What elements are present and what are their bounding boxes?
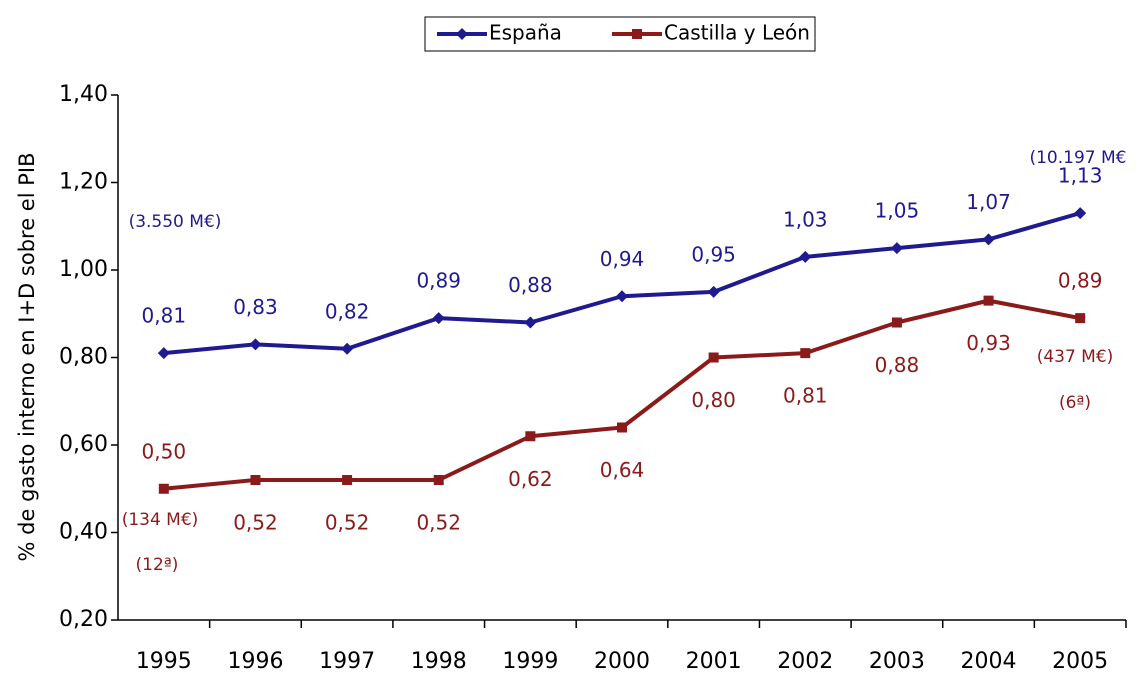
data-label: 1,03 — [783, 207, 828, 231]
data-label: 0,82 — [325, 299, 370, 323]
legend-marker — [632, 29, 642, 39]
data-label: 1,07 — [966, 190, 1011, 214]
data-point — [708, 352, 719, 363]
data-point — [983, 295, 994, 306]
data-label: 0,89 — [416, 269, 461, 293]
data-point — [525, 431, 536, 442]
data-point — [158, 483, 169, 494]
data-point — [1074, 207, 1087, 220]
data-label: 0,88 — [508, 273, 553, 297]
data-point — [250, 475, 261, 485]
data-point — [157, 347, 170, 360]
x-tick-label: 2003 — [869, 649, 925, 674]
data-label: 0,83 — [233, 295, 278, 319]
y-tick-label: 1,20 — [59, 170, 108, 195]
annotation: (3.550 M€) — [129, 212, 222, 232]
data-point — [617, 422, 627, 433]
y-tick-label: 0,60 — [59, 432, 108, 457]
x-tick-label: 2004 — [961, 649, 1017, 674]
data-point — [1075, 313, 1086, 324]
x-tick-label: 2002 — [777, 649, 833, 674]
y-tick-label: 1,40 — [59, 82, 108, 107]
y-tick-label: 0,40 — [59, 520, 108, 545]
x-tick-label: 1998 — [411, 649, 467, 674]
x-tick-label: 1996 — [227, 649, 283, 674]
data-label: 1,13 — [1058, 164, 1103, 188]
data-point — [800, 348, 811, 359]
x-tick-label: 1999 — [502, 649, 558, 674]
data-point — [799, 250, 812, 263]
data-label: 0,89 — [1058, 269, 1103, 293]
series-line — [163, 211, 1081, 356]
data-point — [342, 475, 353, 485]
data-label: 0,93 — [966, 331, 1011, 355]
annotation: (437 M€) — [1037, 347, 1114, 367]
y-tick-label: 0,20 — [59, 607, 108, 632]
annotation: (10.197 M€ — [1029, 148, 1126, 168]
data-label: 0,80 — [691, 388, 736, 412]
legend-label: Castilla y León — [664, 21, 810, 45]
data-point — [433, 475, 444, 485]
y-tick-label: 0,80 — [59, 345, 108, 370]
annotation: (12ª) — [136, 555, 179, 575]
data-label: 0,64 — [600, 458, 645, 482]
y-axis-label: % de gasto interno en I+D sobre el PIB — [15, 153, 39, 562]
data-label: 0,94 — [600, 247, 645, 271]
data-label: 0,88 — [875, 353, 920, 377]
data-point — [249, 338, 262, 351]
data-label: 0,81 — [783, 384, 828, 408]
x-tick-label: 2005 — [1052, 649, 1108, 674]
annotation: (6ª) — [1059, 393, 1091, 413]
y-tick-label: 1,00 — [59, 257, 108, 282]
data-point — [341, 342, 354, 355]
data-point — [891, 317, 902, 328]
legend-marker — [456, 28, 468, 40]
data-point — [982, 233, 995, 246]
data-label: 0,81 — [142, 304, 187, 328]
data-point — [890, 242, 903, 255]
x-tick-label: 1997 — [319, 649, 375, 674]
data-label: 0,62 — [508, 467, 553, 491]
data-label: 0,52 — [233, 511, 278, 535]
data-label: 1,05 — [875, 199, 920, 223]
x-tick-label: 2000 — [594, 649, 650, 674]
data-point — [432, 312, 445, 325]
data-label: 0,52 — [325, 511, 370, 535]
x-tick-label: 2001 — [686, 649, 742, 674]
legend-label: España — [489, 21, 562, 45]
data-point — [524, 316, 537, 329]
annotation: (134 M€) — [122, 510, 199, 530]
x-tick-label: 1995 — [136, 649, 192, 674]
data-label: 0,50 — [142, 439, 187, 463]
data-point — [616, 290, 628, 303]
data-label: 0,95 — [691, 242, 736, 266]
data-point — [707, 285, 720, 298]
data-label: 0,52 — [416, 511, 461, 535]
